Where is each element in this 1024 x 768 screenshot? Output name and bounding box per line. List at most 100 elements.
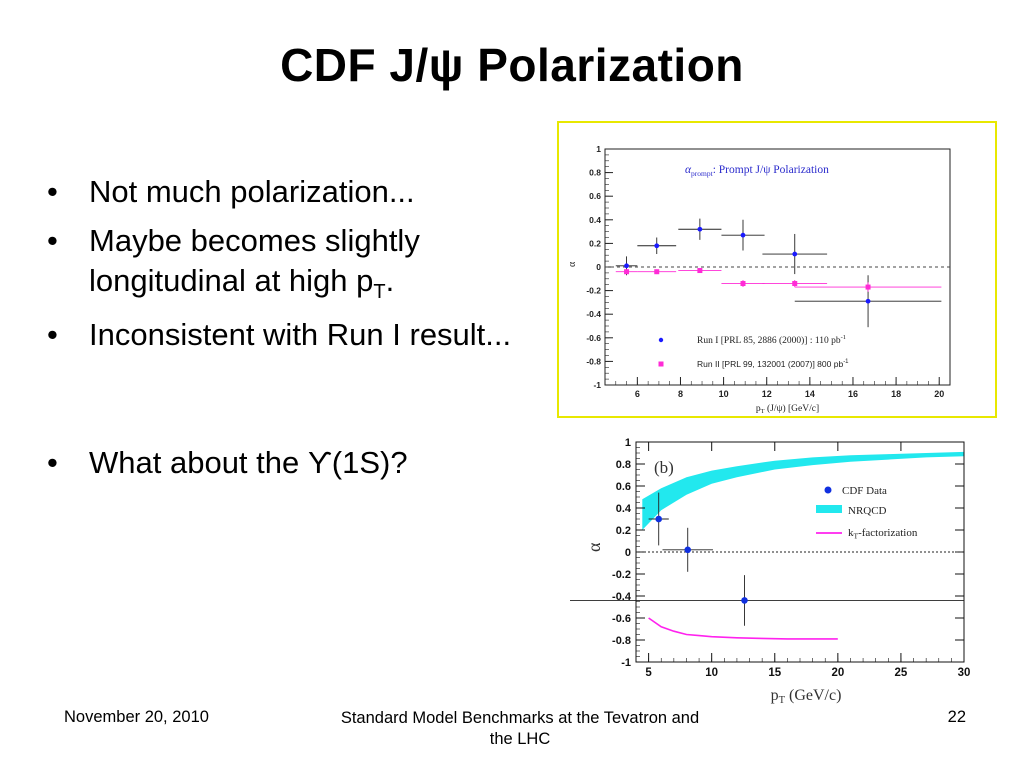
x-tick-label: 6: [635, 389, 640, 399]
marker-circle: [740, 232, 746, 238]
legend-label-run1: Run I [PRL 85, 2886 (2000)] : 110 pb-1: [697, 334, 846, 346]
plot-area: 1 0.8 0.6 0.4 0.2 0 -0.2 -0.4 -0.6 -0.8 -1 6 8 10 12 14…: [567, 144, 951, 415]
kt-subscript: T: [854, 532, 859, 541]
slide-title: CDF J/ψ Polarization: [280, 39, 744, 91]
legend-label-run2: Run II [PRL 99, 132001 (2007)] 800 pb-1: [697, 359, 849, 369]
legend-text: Run I [PRL 85, 2886 (2000)] : 110 pb: [697, 335, 841, 346]
x-tick-label: 8: [678, 389, 683, 399]
x-axis-label: pT (J/ψ) [GeV/c]: [756, 403, 819, 415]
y-tick-label: -0.8: [612, 635, 631, 647]
bullet-text: Maybe becomes slightly longitudinal at h…: [89, 223, 420, 298]
x-tick-label: 25: [895, 667, 908, 679]
bullet-item: • Not much polarization...: [45, 172, 525, 211]
y-tick-label: 0.2: [616, 525, 631, 537]
bullet-text-end: .: [385, 262, 395, 298]
data-point: [648, 492, 669, 546]
data-point: [615, 269, 638, 275]
marker-circle: [654, 243, 660, 249]
y-tick-label: -0.8: [586, 356, 601, 366]
legend-marker-run1: [658, 337, 664, 343]
marker-circle: [865, 298, 871, 304]
data-point: [762, 233, 828, 275]
nrqcd-comparison-chart: 1 0.8 0.6 0.4 0.2 0 -0.2 -0.4 -0.6 -0.8 -1 5 10 15 20 2…: [570, 437, 971, 706]
series-cdf-data: [570, 492, 964, 626]
data-point: [794, 282, 942, 292]
marker-circle: [792, 251, 798, 257]
data-point: [678, 218, 722, 240]
title-subscript: prompt: [691, 169, 714, 178]
y-axis-label: α: [567, 261, 578, 267]
y-tick-label: 0: [596, 262, 601, 272]
data-point: [615, 256, 638, 276]
legend-marker-run2: [658, 361, 664, 367]
data-point: [721, 279, 765, 288]
y-tick-label: -0.2: [586, 286, 601, 296]
y-tick-label: 0.2: [589, 238, 601, 248]
bullet-item: • What about the ϒ(1S)?: [45, 443, 525, 482]
bullet-text: What about the ϒ(1S)?: [89, 444, 408, 480]
marker-circle: [741, 597, 748, 604]
data-point: [662, 527, 713, 572]
x-tick-label: 5: [645, 667, 652, 679]
marker-circle: [655, 515, 663, 523]
x-tick-label: 15: [768, 667, 781, 679]
legend: Run I [PRL 85, 2886 (2000)] : 110 pb-1Ru…: [658, 334, 849, 369]
y-tick-label: 0.8: [589, 168, 601, 178]
title-text: : Prompt J/ψ Polarization: [713, 164, 829, 176]
x-label-subscript: T: [779, 695, 786, 706]
x-tick-label: 10: [705, 667, 718, 679]
kt-k: k: [848, 527, 854, 539]
x-tick-label: 12: [762, 389, 772, 399]
y-axis-label: α: [584, 542, 604, 552]
legend-superscript: -1: [843, 359, 849, 365]
data-point: [637, 269, 677, 275]
panel-label: (b): [654, 458, 674, 477]
y-tick-label: 1: [625, 437, 631, 449]
footer-date: November 20, 2010: [64, 708, 209, 726]
run-comparison-chart: 1 0.8 0.6 0.4 0.2 0 -0.2 -0.4 -0.6 -0.8 -1 6 8 10 12 14…: [557, 121, 997, 418]
legend-label-cdf: CDF Data: [842, 485, 887, 497]
kt-factorization-curve: [648, 617, 838, 640]
y-tick-label: 0.6: [589, 191, 601, 201]
page-number: 22: [947, 708, 966, 726]
x-tick-label: 20: [934, 389, 944, 399]
marker-circle: [624, 263, 629, 269]
bullet-subscript: T: [373, 280, 386, 303]
y-tick-label: 1: [596, 144, 601, 154]
bullet-text: Inconsistent with Run I result...: [89, 317, 512, 353]
x-label-subscript: T: [761, 408, 765, 415]
x-label-p: p: [771, 687, 779, 704]
bullet-item: • Inconsistent with Run I result...: [45, 315, 525, 354]
chart-title: αprompt: Prompt J/ψ Polarization: [685, 164, 829, 178]
y-tick-label: 0.8: [616, 459, 631, 471]
x-label-p: p: [756, 404, 761, 414]
marker-square: [697, 268, 703, 274]
y-tick-label: -1: [593, 380, 601, 390]
footer-title: Standard Model Benchmarks at the Tevatro…: [340, 709, 700, 749]
title-alpha: α: [685, 164, 692, 176]
data-point: [762, 279, 828, 288]
y-tick-label: -0.6: [586, 333, 601, 343]
data-point: [721, 219, 765, 251]
x-label-rest: (GeV/c): [785, 687, 841, 704]
bullet-dot: •: [47, 444, 58, 480]
x-tick-label: 20: [831, 667, 844, 679]
data-point: [637, 237, 677, 255]
y-tick-label: -1: [621, 657, 631, 669]
x-tick-label: 16: [848, 389, 858, 399]
bullet-dot: •: [47, 223, 58, 259]
series-run2: [615, 268, 942, 292]
marker-circle: [697, 226, 703, 232]
bullet-item: • Maybe becomes slightly longitudinal at…: [45, 221, 525, 305]
legend-text: Run II [PRL 99, 132001 (2007)] 800 pb: [697, 359, 843, 369]
bullet-dot: •: [47, 174, 58, 209]
x-tick-label: 10: [719, 389, 729, 399]
x-tick-label: 18: [891, 389, 901, 399]
y-tick-label: -0.4: [612, 591, 632, 603]
y-tick-label: -0.6: [612, 613, 631, 625]
x-tick-label: 30: [958, 667, 971, 679]
y-tick-label: -0.2: [612, 569, 631, 581]
legend-superscript: -1: [841, 334, 846, 341]
marker-square: [865, 284, 871, 290]
bullet-dot: •: [47, 317, 58, 353]
